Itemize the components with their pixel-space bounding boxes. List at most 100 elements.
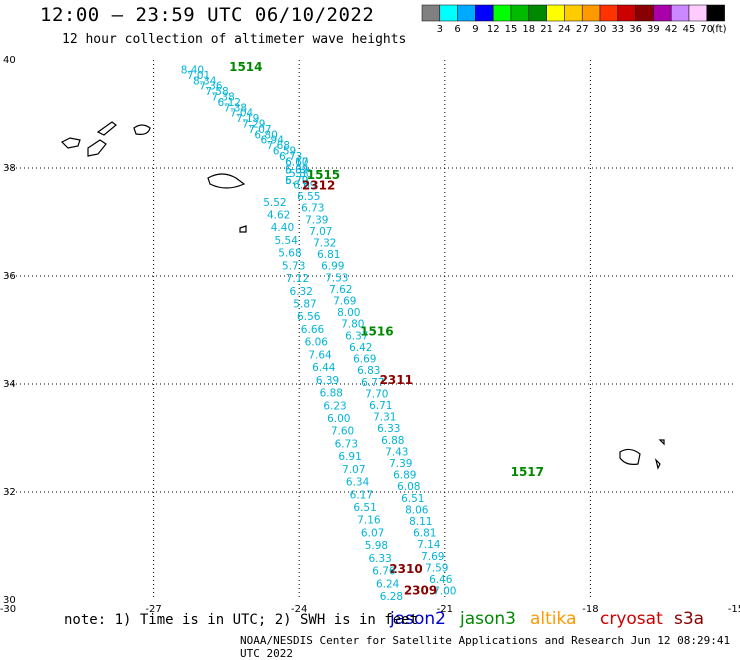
wave-height-label: 6.44	[312, 362, 336, 374]
wave-height-label: 7.07	[309, 226, 332, 238]
island-outline	[96, 121, 117, 136]
colorbar-swatch	[635, 4, 654, 22]
wave-height-label: 7.29	[242, 119, 265, 131]
wave-height-label: 5.68	[278, 248, 301, 260]
wave-height-label: 5.73	[282, 260, 305, 272]
wave-height-label: 6.81	[413, 528, 436, 540]
wave-height-label: 6.51	[401, 493, 424, 505]
pass-number-label: 1516	[360, 324, 393, 338]
colorbar-swatch	[688, 4, 708, 22]
island-outline	[133, 124, 151, 135]
wave-height-label: 7.07	[248, 124, 271, 136]
colorbar-tick: 30	[594, 24, 607, 35]
wave-height-label: 6.37	[345, 330, 368, 342]
wave-height-label: 6.83	[357, 365, 380, 377]
colorbar-swatch	[564, 4, 583, 22]
wave-height-label: 7.04	[230, 108, 254, 120]
wave-height-label: 7.68	[267, 140, 290, 152]
wave-height-label: 7.14	[417, 539, 441, 551]
lon-tick-label: -21	[437, 604, 453, 615]
wave-height-label: 8.00	[337, 307, 360, 319]
colorbar-swatch	[617, 4, 636, 22]
wave-height-label: 7.19	[236, 113, 259, 125]
wave-height-label: 8.06	[405, 504, 429, 516]
colorbar-tick: 15	[505, 24, 518, 35]
wave-height-label: 6.46	[429, 574, 453, 586]
legend-item-cryosat: cryosat	[600, 609, 663, 629]
wave-height-label: 6.56	[297, 311, 321, 323]
wave-height-label: 6.33	[368, 553, 391, 565]
colorbar-swatch	[670, 4, 690, 22]
wave-height-label: 6.66	[301, 324, 325, 336]
wave-height-label: 7.39	[389, 458, 412, 470]
colorbar-tick: 33	[611, 24, 624, 35]
wave-height-label: 5.54	[275, 235, 299, 247]
colorbar-tick: 27	[576, 24, 589, 35]
wave-height-label: 6.71	[369, 400, 392, 412]
wave-height-label: 6.39	[316, 375, 339, 387]
pass-number-label: 1517	[511, 465, 544, 479]
wave-height-label: 7.60	[331, 426, 354, 438]
lon-tick-label: -18	[582, 604, 598, 615]
wave-height-label: 6.28	[380, 591, 403, 603]
colorbar-unit: (ft)	[712, 24, 727, 35]
wave-height-label: 6.80	[254, 129, 277, 141]
lat-tick-label: 30	[3, 595, 16, 606]
island-outline	[619, 448, 641, 465]
wave-height-label: 7.36	[199, 81, 223, 93]
wave-height-label: 7.59	[425, 562, 448, 574]
wave-height-label: 7.43	[385, 446, 408, 458]
colorbar-swatch	[546, 4, 565, 22]
wave-height-label: 6.76	[372, 566, 396, 578]
wave-height-label: 5.87	[293, 299, 316, 311]
wave-height-label: 7.69	[421, 551, 444, 563]
lon-tick-label: -15	[728, 604, 740, 615]
footer-text: NOAA/NESDIS Center for Satellite Applica…	[240, 634, 731, 660]
wave-height-label: 6.77	[361, 377, 384, 389]
colorbar-swatch	[457, 4, 476, 22]
wave-height-label: 6.24	[376, 578, 400, 590]
wave-height-label: 6.59	[273, 146, 296, 158]
lat-tick-label: 32	[3, 487, 16, 498]
colorbar-swatch	[475, 4, 494, 22]
colorbar-swatch	[510, 4, 530, 22]
lat-tick-label: 38	[3, 163, 16, 174]
wave-height-label: 7.53	[325, 272, 348, 284]
page-subtitle: 12 hour collection of altimeter wave hei…	[62, 32, 407, 47]
wave-height-label: 7.70	[365, 388, 388, 400]
wave-height-label: 6.51	[353, 502, 376, 514]
wave-height-label: 6.88	[381, 435, 404, 447]
colorbar-tick: 24	[558, 24, 571, 35]
wave-height-label: 6.07	[285, 164, 308, 176]
wave-height-label: 6.55	[297, 191, 320, 203]
pass-number-label: 2310	[389, 562, 422, 576]
wave-height-label: 7.01	[187, 70, 210, 82]
wave-height-label: 5.98	[365, 540, 388, 552]
island-outline	[207, 173, 246, 189]
wave-height-label: 7.32	[313, 238, 336, 250]
wave-height-label: 7.58	[205, 86, 228, 98]
wave-height-label: 6.94	[261, 135, 285, 147]
wave-height-label: 4.40	[271, 222, 294, 234]
pass-number-label: 1514	[229, 60, 262, 74]
colorbar-swatch	[599, 4, 619, 22]
colorbar-tick: 9	[472, 24, 478, 35]
lon-tick-label: -30	[0, 604, 16, 615]
colorbar-swatch	[528, 4, 547, 22]
note-text: note: 1) Time is in UTC; 2) SWH is in fe…	[64, 612, 419, 628]
wave-height-label: 7.39	[305, 214, 328, 226]
wave-height-label: 4.62	[267, 210, 290, 222]
colorbar-tick: 3	[437, 24, 443, 35]
wave-height-label: 8.11	[409, 516, 432, 528]
wave-height-label: 6.12	[218, 97, 241, 109]
legend-item-jason2: jason2	[389, 609, 446, 629]
island-outline	[239, 225, 247, 233]
wave-height-label: 7.80	[341, 319, 364, 331]
wave-height-label: 6.69	[353, 354, 376, 366]
wave-height-label: 5.52	[263, 197, 286, 209]
wave-height-label: 6.08	[397, 481, 420, 493]
colorbar-swatch	[653, 4, 672, 22]
wave-height-label: 6.88	[320, 388, 343, 400]
pass-number-label: 1515	[307, 168, 340, 182]
